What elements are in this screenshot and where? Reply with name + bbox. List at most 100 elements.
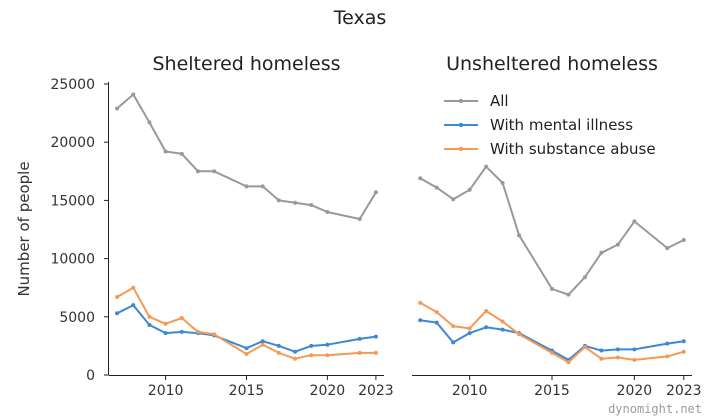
data-point-with-substance-abuse	[615, 355, 620, 360]
data-point-all	[632, 219, 637, 224]
legend-marker-with-substance-abuse	[458, 146, 464, 152]
data-point-all	[451, 197, 456, 202]
data-point-with-mental-illness	[373, 334, 378, 339]
data-point-with-mental-illness	[131, 303, 136, 308]
data-point-all	[293, 200, 298, 205]
data-point-with-substance-abuse	[309, 353, 314, 358]
watermark: dynomight.net	[608, 402, 702, 416]
data-point-all	[517, 233, 522, 238]
chart-title: Texas	[333, 7, 387, 29]
data-point-with-mental-illness	[451, 340, 456, 345]
data-point-with-substance-abuse	[681, 349, 686, 354]
data-point-all	[325, 210, 330, 215]
x-tick-label: 2020	[310, 383, 346, 399]
data-point-with-mental-illness	[179, 329, 184, 334]
legend: All With mental illness With substance abu…	[444, 92, 656, 158]
data-point-with-mental-illness	[244, 346, 249, 351]
x-tick-label: 2020	[617, 383, 653, 399]
data-point-with-mental-illness	[163, 331, 168, 336]
data-point-with-mental-illness	[147, 322, 152, 327]
data-point-all	[434, 185, 439, 190]
data-point-with-substance-abuse	[434, 310, 439, 315]
x-tick-label: 2023	[666, 383, 702, 399]
data-point-with-substance-abuse	[195, 329, 200, 334]
data-point-with-mental-illness	[260, 339, 265, 344]
data-point-all	[615, 242, 620, 247]
data-point-with-mental-illness	[467, 331, 472, 336]
data-point-with-mental-illness	[434, 320, 439, 325]
data-point-with-substance-abuse	[517, 332, 522, 337]
data-point-with-substance-abuse	[418, 300, 423, 305]
data-point-with-substance-abuse	[244, 352, 249, 357]
data-point-all	[147, 120, 152, 125]
legend-marker-with-mental-illness	[458, 122, 464, 128]
y-tick-label: 5000	[59, 310, 95, 326]
data-point-with-mental-illness	[293, 349, 298, 354]
y-tick-label: 25000	[50, 77, 95, 93]
data-point-with-substance-abuse	[293, 356, 298, 361]
data-point-all	[357, 217, 362, 222]
data-point-all	[115, 106, 120, 111]
data-point-with-substance-abuse	[484, 308, 489, 313]
data-point-with-substance-abuse	[260, 342, 265, 347]
panel-sheltered: Sheltered homeless 2010 2015 2020 2023 0 5000 1…	[50, 53, 393, 399]
data-point-with-substance-abuse	[582, 345, 587, 350]
data-point-with-mental-illness	[615, 347, 620, 352]
legend-label-with-substance-abuse: With substance abuse	[490, 140, 656, 158]
panel-title: Sheltered homeless	[152, 53, 340, 75]
data-point-all	[500, 180, 505, 185]
x-tick-label: 2010	[452, 383, 488, 399]
data-point-with-mental-illness	[325, 342, 330, 347]
data-point-with-substance-abuse	[179, 315, 184, 320]
y-tick-label: 0	[86, 368, 95, 384]
data-point-with-substance-abuse	[325, 353, 330, 358]
data-point-with-substance-abuse	[599, 356, 604, 361]
data-point-all	[309, 203, 314, 208]
data-point-all	[260, 184, 265, 189]
data-point-all	[582, 275, 587, 280]
data-point-all	[179, 151, 184, 156]
data-point-with-substance-abuse	[115, 295, 120, 300]
x-tick-label: 2015	[534, 383, 570, 399]
data-point-all	[484, 164, 489, 169]
data-point-with-substance-abuse	[163, 321, 168, 326]
series-line-all	[116, 93, 377, 220]
data-point-with-substance-abuse	[550, 350, 554, 355]
data-point-with-substance-abuse	[451, 324, 456, 329]
data-point-all	[373, 190, 378, 195]
data-point-with-substance-abuse	[131, 285, 136, 290]
series-line-with-mental-illness	[116, 304, 377, 353]
series-line-all	[419, 165, 685, 296]
y-tick-label: 20000	[50, 135, 95, 151]
data-point-with-substance-abuse	[500, 319, 505, 324]
x-tick-label: 2010	[148, 383, 184, 399]
data-point-with-mental-illness	[500, 327, 505, 332]
data-point-with-mental-illness	[309, 343, 314, 348]
x-tick-label: 2015	[229, 383, 265, 399]
data-point-all	[195, 169, 200, 174]
data-point-all	[681, 237, 686, 242]
data-point-all	[467, 187, 472, 192]
data-point-all	[131, 92, 136, 97]
data-point-all	[212, 169, 217, 174]
y-axis-label: Number of people	[15, 161, 33, 296]
panel-unsheltered: Unsheltered homeless 2010 2015 2020 2023	[412, 53, 702, 399]
panel-title: Unsheltered homeless	[446, 53, 658, 75]
data-point-all	[599, 250, 604, 255]
data-point-with-substance-abuse	[566, 360, 571, 365]
data-point-all	[665, 246, 670, 251]
legend-marker-all	[458, 98, 464, 104]
data-point-with-substance-abuse	[467, 326, 472, 331]
data-point-with-substance-abuse	[147, 314, 152, 319]
data-point-with-substance-abuse	[373, 350, 378, 355]
data-point-all	[566, 292, 571, 297]
data-point-with-mental-illness	[665, 341, 670, 346]
data-point-with-mental-illness	[115, 311, 120, 316]
data-point-all	[163, 149, 168, 154]
data-point-with-mental-illness	[632, 347, 637, 352]
y-tick-label: 10000	[50, 252, 95, 268]
data-point-with-substance-abuse	[357, 350, 362, 355]
data-point-with-mental-illness	[357, 336, 362, 341]
data-point-with-substance-abuse	[632, 357, 637, 362]
